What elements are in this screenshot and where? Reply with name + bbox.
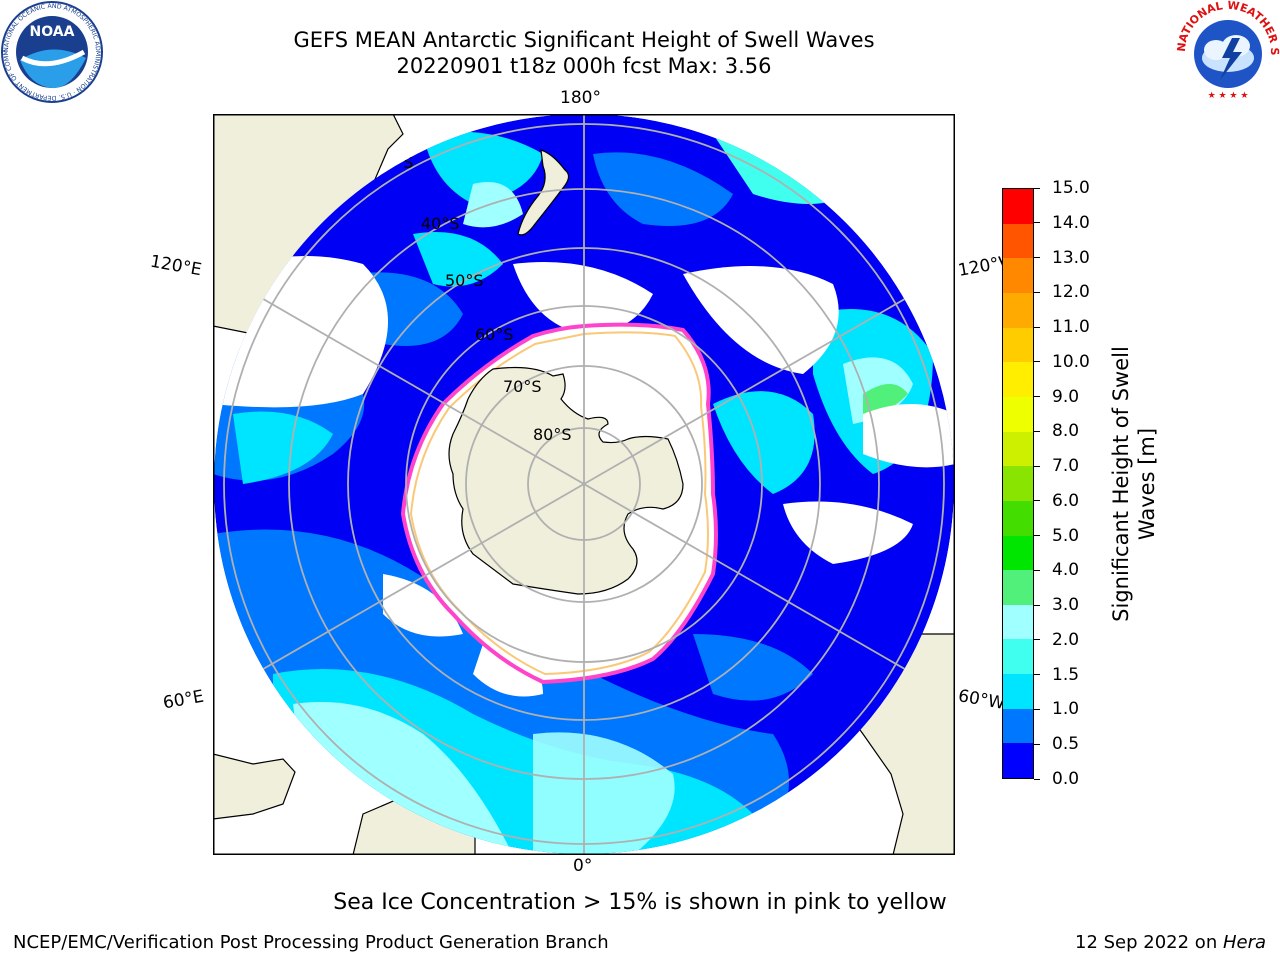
colorbar-segment <box>1003 189 1033 224</box>
colorbar-tick-label: 10.0 <box>1052 351 1090 372</box>
colorbar-tick-label: 12.0 <box>1052 282 1090 303</box>
colorbar-tick <box>1034 569 1040 571</box>
credit-machine: Hera <box>1222 932 1266 953</box>
colorbar-tick-label: 0.0 <box>1052 769 1080 789</box>
lat-label-60s: 60°S <box>475 325 514 344</box>
colorbar-segment <box>1003 223 1033 259</box>
chart-subtitle: 20220901 t18z 000h fcst Max: 3.56 <box>396 54 772 78</box>
graticule <box>214 114 954 854</box>
colorbar-tick <box>1034 187 1040 189</box>
sea-ice-note: Sea Ice Concentration > 15% is shown in … <box>333 890 947 915</box>
colorbar-tick-label: 15.0 <box>1052 178 1090 198</box>
noaa-logo-icon: NOAA NATIONAL OCEANIC AND ATMOSPHERIC AD… <box>0 0 103 103</box>
nws-logo-icon: NATIONAL WEATHER SERVICE ★ ★ ★ ★ <box>1176 0 1280 102</box>
colorbar-tick-label: 5.0 <box>1052 525 1080 546</box>
colorbar-segment <box>1003 535 1033 571</box>
colorbar-segment <box>1003 570 1033 605</box>
colorbar-tick-label: 1.0 <box>1052 699 1080 720</box>
colorbar-tick <box>1034 222 1040 224</box>
colorbar-tick-label: 6.0 <box>1052 490 1080 511</box>
colorbar-segment <box>1003 396 1033 432</box>
lon-label-60w: 60°W <box>956 686 1007 714</box>
colorbar-segment <box>1003 258 1033 294</box>
lat-label-40s: 40°S <box>421 214 460 233</box>
colorbar-tick-label: 0.5 <box>1052 734 1080 755</box>
credit-date: 12 Sep 2022 on <box>1075 932 1223 953</box>
credit-left: NCEP/EMC/Verification Post Processing Pr… <box>13 932 609 953</box>
colorbar-tick <box>1034 430 1040 432</box>
colorbar-tick <box>1034 674 1040 676</box>
lon-label-180: 180° <box>560 88 601 108</box>
lon-label-120e: 120°E <box>148 251 204 281</box>
lon-label-0: 0° <box>573 856 593 876</box>
colorbar-segment <box>1003 431 1033 467</box>
colorbar-tick-label: 14.0 <box>1052 212 1090 233</box>
colorbar-tick <box>1034 465 1040 467</box>
colorbar-tick-label: 9.0 <box>1052 386 1080 407</box>
colorbar-segment <box>1003 708 1033 744</box>
svg-text:★ ★ ★ ★: ★ ★ ★ ★ <box>1208 91 1249 101</box>
colorbar-segment <box>1003 639 1033 675</box>
colorbar-tick-label: 7.0 <box>1052 456 1080 477</box>
lat-label-80s: 80°S <box>533 425 572 444</box>
colorbar-tick-label: 13.0 <box>1052 247 1090 268</box>
polar-map: 30°S 40°S 50°S 60°S 70°S 80°S <box>213 114 955 855</box>
noaa-logo-text: NOAA <box>30 24 75 40</box>
colorbar-tick <box>1034 257 1040 259</box>
colorbar-segment <box>1003 362 1033 397</box>
colorbar-segment <box>1003 293 1033 328</box>
colorbar-tick <box>1034 361 1040 363</box>
lon-label-60e: 60°E <box>161 686 206 714</box>
colorbar-segment <box>1003 674 1033 709</box>
colorbar-segment <box>1003 743 1033 778</box>
colorbar-tick <box>1034 291 1040 293</box>
colorbar-segment <box>1003 500 1033 536</box>
chart-title: GEFS MEAN Antarctic Significant Height o… <box>293 28 875 52</box>
credit-right: 12 Sep 2022 on Hera <box>1075 932 1266 953</box>
colorbar-tick-label: 11.0 <box>1052 317 1090 338</box>
colorbar-tick <box>1034 708 1040 710</box>
colorbar-tick <box>1034 604 1040 606</box>
colorbar-tick <box>1034 326 1040 328</box>
colorbar-tick <box>1034 743 1040 745</box>
colorbar-tick <box>1034 500 1040 502</box>
colorbar-tick-label: 4.0 <box>1052 560 1080 581</box>
colorbar-tick-label: 3.0 <box>1052 595 1080 616</box>
colorbar <box>1002 188 1034 779</box>
colorbar-tick-label: 2.0 <box>1052 629 1080 650</box>
colorbar-segment <box>1003 604 1033 640</box>
antarctica-landmass <box>448 366 684 595</box>
colorbar-tick <box>1034 778 1040 780</box>
colorbar-segment <box>1003 327 1033 363</box>
colorbar-tick <box>1034 639 1040 641</box>
lat-label-70s: 70°S <box>503 377 542 396</box>
colorbar-tick <box>1034 535 1040 537</box>
lat-label-50s: 50°S <box>445 271 484 290</box>
colorbar-tick-label: 1.5 <box>1052 664 1080 685</box>
colorbar-tick <box>1034 396 1040 398</box>
colorbar-tick-label: 8.0 <box>1052 421 1080 442</box>
colorbar-segment <box>1003 466 1033 501</box>
colorbar-label: Significant Height of Swell Waves [m] <box>1109 346 1159 622</box>
